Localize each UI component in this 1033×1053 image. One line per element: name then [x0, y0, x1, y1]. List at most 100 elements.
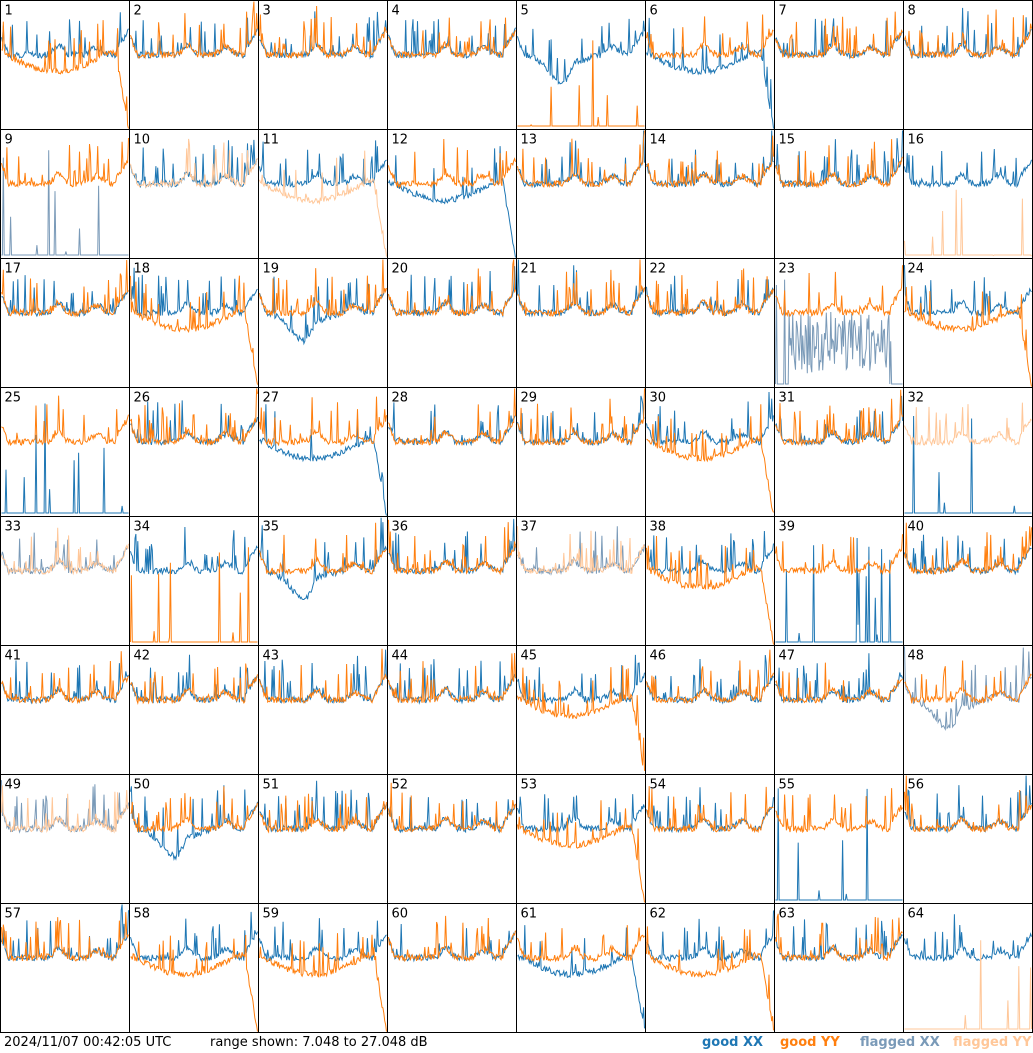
series-good-yy-line [904, 775, 1032, 833]
panel-37: 37 [516, 516, 646, 646]
series-good-yy-line [1, 912, 129, 962]
panel-frame [645, 129, 775, 259]
panel-label: 4 [392, 4, 400, 19]
panel-4: 4 [387, 0, 517, 130]
panel-47: 47 [774, 645, 904, 775]
panel-9: 9 [0, 129, 130, 259]
panel-label: 63 [779, 907, 796, 922]
panel-label: 18 [134, 262, 151, 277]
panel-frame [387, 516, 517, 646]
series-good-yy-line [388, 17, 516, 59]
panel-3: 3 [258, 0, 388, 130]
panel-label: 5 [521, 4, 529, 19]
panel-frame [516, 516, 646, 646]
panel-8: 8 [903, 0, 1033, 130]
series-good-xx-line [388, 659, 516, 705]
panel-label: 16 [908, 133, 925, 148]
series-good-xx-line [130, 400, 258, 446]
series-good-yy-line [1, 651, 129, 705]
panel-frame [774, 0, 904, 130]
panel-label: 13 [521, 133, 538, 148]
panel-38: 38 [645, 516, 775, 646]
series-good-yy-line [130, 934, 258, 1032]
series-flagged-yy-line [130, 138, 258, 189]
panel-41: 41 [0, 645, 130, 775]
series-good-yy-line [259, 396, 387, 447]
panel-label: 59 [263, 907, 280, 922]
series-good-yy-line [1, 137, 129, 188]
panel-label: 46 [650, 649, 667, 664]
series-good-yy-line [388, 652, 516, 704]
panel-21: 21 [516, 258, 646, 388]
series-good-yy-line [646, 404, 774, 513]
series-good-yy-line [259, 933, 387, 1032]
series-good-yy-line [517, 800, 645, 903]
panel-17: 17 [0, 258, 130, 388]
panel-frame [129, 516, 259, 646]
panel-57: 57 [0, 903, 130, 1033]
panel-frame [0, 516, 130, 646]
panel-5: 5 [516, 0, 646, 130]
panel-label: 21 [521, 262, 538, 277]
panel-frame [903, 258, 1033, 388]
panel-31: 31 [774, 387, 904, 517]
panel-label: 43 [263, 649, 280, 664]
series-good-yy-line [388, 782, 516, 833]
series-good-yy-line [775, 265, 903, 318]
panel-frame [516, 645, 646, 775]
series-good-yy-line [517, 925, 645, 963]
panel-frame [387, 645, 517, 775]
panel-frame [516, 258, 646, 388]
series-good-yy-line [646, 649, 774, 704]
series-good-yy-line [646, 135, 774, 189]
panel-2: 2 [129, 0, 259, 130]
series-good-yy-line [130, 388, 258, 447]
panel-label: 42 [134, 649, 151, 664]
panel-25: 25 [0, 387, 130, 517]
series-good-yy-line [130, 786, 258, 833]
series-good-xx-line [130, 911, 258, 963]
series-good-xx-line [646, 530, 774, 576]
series-good-yy-line [259, 522, 387, 576]
panel-frame [258, 516, 388, 646]
series-good-yy-line [388, 915, 516, 963]
panel-frame [516, 903, 646, 1033]
panel-label: 33 [5, 520, 22, 535]
panel-18: 18 [129, 258, 259, 388]
panel-label: 1 [5, 4, 13, 19]
legend-good-yy: good YY [780, 1035, 840, 1050]
panel-44: 44 [387, 645, 517, 775]
panel-frame [774, 387, 904, 517]
series-flagged-yy-line [904, 402, 1032, 447]
panel-label: 9 [5, 133, 13, 148]
series-good-xx-line [517, 925, 645, 1029]
series-good-xx-line [517, 18, 645, 85]
panel-28: 28 [387, 387, 517, 517]
series-good-yy-line [517, 388, 645, 446]
panel-label: 61 [521, 907, 538, 922]
panel-43: 43 [258, 645, 388, 775]
panel-54: 54 [645, 774, 775, 904]
panel-27: 27 [258, 387, 388, 517]
series-good-yy-line [259, 5, 387, 60]
panel-label: 7 [779, 4, 787, 19]
panel-19: 19 [258, 258, 388, 388]
panel-frame [0, 129, 130, 259]
legend-flagged-xx: flagged XX [860, 1035, 940, 1050]
series-good-yy-line [130, 275, 258, 385]
panel-50: 50 [129, 774, 259, 904]
series-good-yy-line [388, 519, 516, 576]
panel-51: 51 [258, 774, 388, 904]
series-flagged-yy-line [517, 526, 645, 575]
series-good-yy-line [517, 259, 645, 318]
series-good-xx-line [388, 797, 516, 834]
panel-64: 64 [903, 903, 1033, 1033]
panel-frame [645, 645, 775, 775]
panel-label: 37 [521, 520, 538, 535]
series-flagged-yy-line [1, 785, 129, 834]
panel-label: 52 [392, 778, 409, 793]
series-good-xx-line [646, 17, 774, 129]
panel-label: 40 [908, 520, 925, 535]
series-good-xx-line [517, 654, 645, 705]
series-good-yy-line [904, 660, 1032, 704]
